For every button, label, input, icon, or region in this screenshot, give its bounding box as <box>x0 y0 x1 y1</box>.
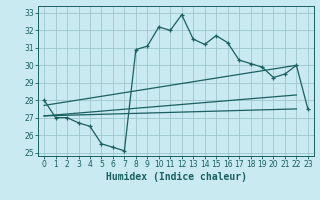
X-axis label: Humidex (Indice chaleur): Humidex (Indice chaleur) <box>106 172 246 182</box>
